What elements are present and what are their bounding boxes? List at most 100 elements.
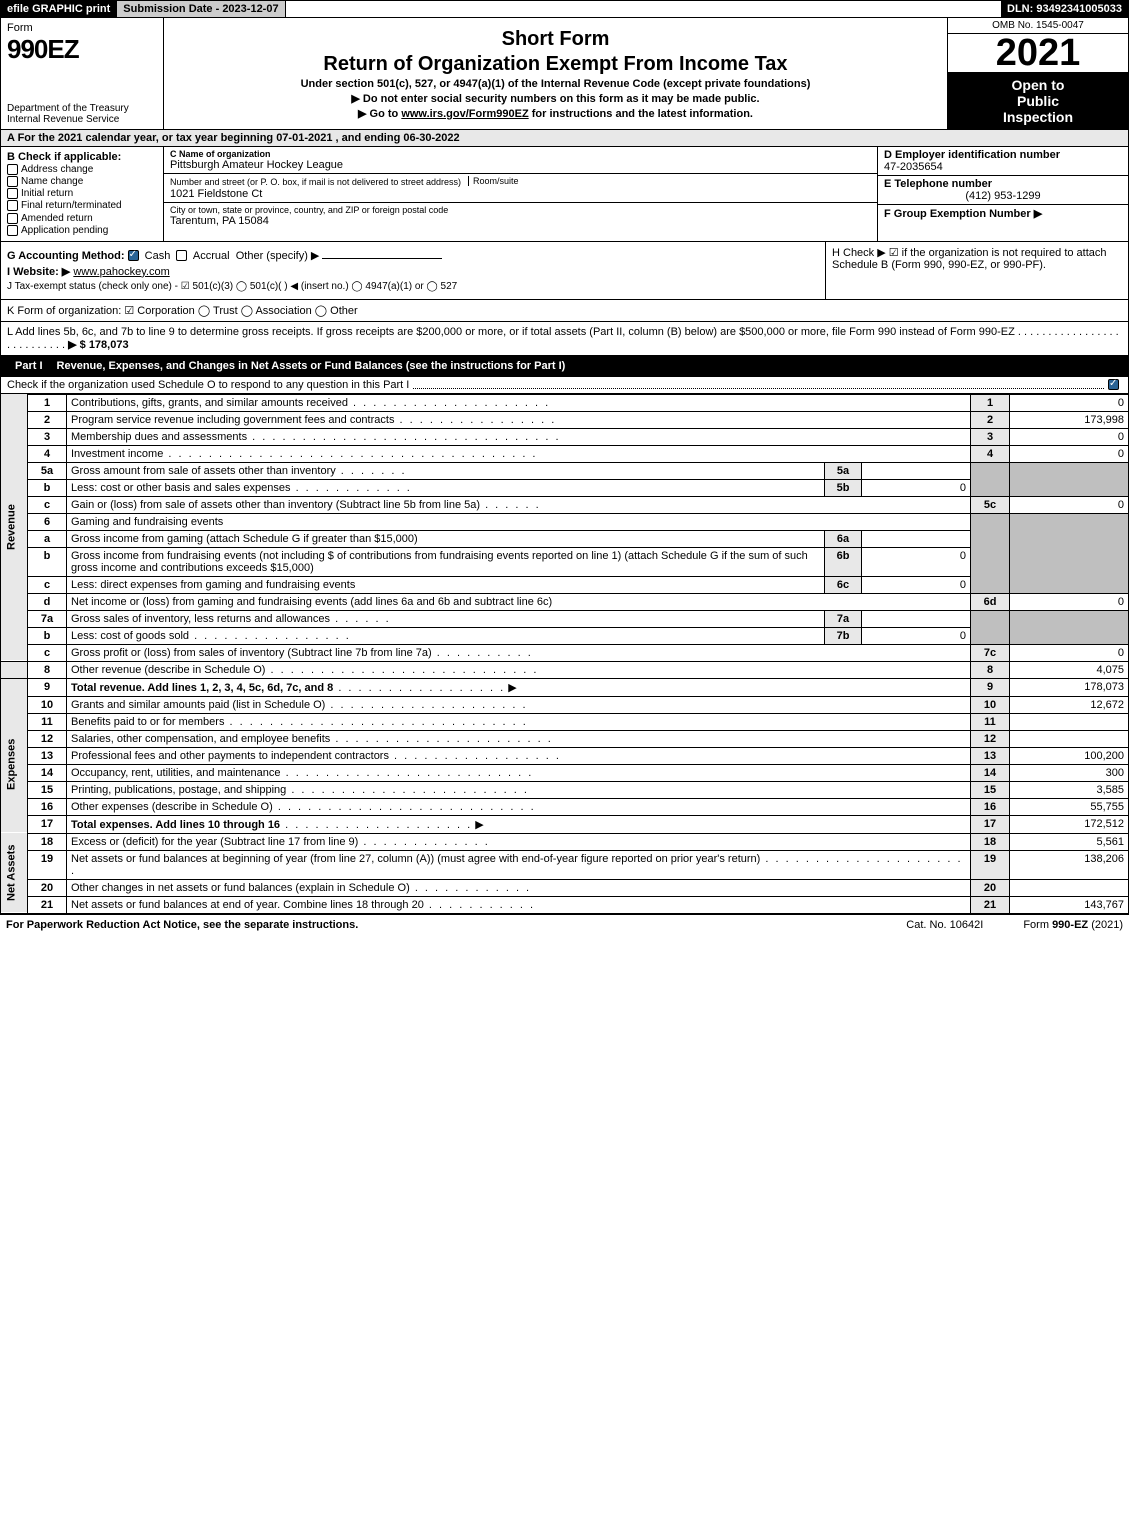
- col-no: 14: [971, 764, 1010, 781]
- line-no: d: [28, 593, 67, 610]
- col-val: 138,206: [1010, 850, 1129, 879]
- line-desc: Less: direct expenses from gaming and fu…: [67, 576, 825, 593]
- line-no: 15: [28, 781, 67, 798]
- inner-no: 6c: [825, 576, 862, 593]
- section-g: G Accounting Method: Cash Accrual Other …: [7, 249, 819, 262]
- check-accrual[interactable]: [176, 250, 187, 261]
- col-no: 16: [971, 798, 1010, 815]
- line-desc: Other changes in net assets or fund bala…: [67, 879, 971, 896]
- line-no: c: [28, 576, 67, 593]
- line-desc: Occupancy, rent, utilities, and maintena…: [67, 764, 971, 781]
- accrual-label: Accrual: [193, 250, 230, 262]
- instr2-post: for instructions and the latest informat…: [529, 108, 753, 120]
- ein-label: D Employer identification number: [884, 149, 1122, 161]
- col-no: 3: [971, 428, 1010, 445]
- instruction-1: ▶ Do not enter social security numbers o…: [351, 92, 759, 105]
- line-no: 11: [28, 713, 67, 730]
- department-label: Department of the Treasury Internal Reve…: [7, 103, 157, 125]
- col-val: [1010, 730, 1129, 747]
- section-def: D Employer identification number 47-2035…: [877, 147, 1128, 241]
- form-header: Form 990EZ Department of the Treasury In…: [0, 18, 1129, 130]
- section-a-tax-year: A For the 2021 calendar year, or tax yea…: [0, 130, 1129, 147]
- line-desc: Net assets or fund balances at beginning…: [67, 850, 971, 879]
- line-no: a: [28, 530, 67, 547]
- col-val: 0: [1010, 593, 1129, 610]
- line-no: 17: [28, 815, 67, 833]
- side-net-assets: Net Assets: [1, 833, 28, 913]
- org-name-block: C Name of organization Pittsburgh Amateu…: [164, 147, 877, 174]
- line-desc: Benefits paid to or for members . . . . …: [67, 713, 971, 730]
- city-block: City or town, state or province, country…: [164, 203, 877, 229]
- check-cash[interactable]: [128, 250, 139, 261]
- col-val: 12,672: [1010, 696, 1129, 713]
- side-blank: [1, 678, 28, 696]
- section-b-label: B Check if applicable:: [7, 151, 157, 163]
- line-desc: Less: cost or other basis and sales expe…: [67, 479, 825, 496]
- open-line1: Open to: [952, 77, 1124, 93]
- line-desc: Grants and similar amounts paid (list in…: [67, 696, 971, 713]
- cash-label: Cash: [145, 250, 171, 262]
- col-no: 8: [971, 661, 1010, 678]
- inner-no: 7b: [825, 627, 862, 644]
- check-initial-return[interactable]: Initial return: [7, 188, 157, 199]
- inner-val: 0: [862, 547, 971, 576]
- line-desc: Gross sales of inventory, less returns a…: [67, 610, 825, 627]
- inner-no: 7a: [825, 610, 862, 627]
- col-val: 0: [1010, 394, 1129, 411]
- line-no: 5a: [28, 462, 67, 479]
- line-no: 4: [28, 445, 67, 462]
- col-no: 15: [971, 781, 1010, 798]
- check-schedule-o[interactable]: [1108, 379, 1119, 390]
- col-no: 6d: [971, 593, 1010, 610]
- website-link[interactable]: www.pahockey.com: [73, 266, 169, 278]
- line-desc: Program service revenue including govern…: [67, 411, 971, 428]
- line-desc: Excess or (deficit) for the year (Subtra…: [67, 833, 971, 850]
- section-l-text: L Add lines 5b, 6c, and 7b to line 9 to …: [7, 326, 1015, 338]
- header-left: Form 990EZ Department of the Treasury In…: [1, 18, 164, 129]
- inner-val: 0: [862, 627, 971, 644]
- open-line2: Public: [952, 93, 1124, 109]
- line-no: b: [28, 547, 67, 576]
- footer-cat-no: Cat. No. 10642I: [906, 919, 983, 931]
- col-val: 0: [1010, 445, 1129, 462]
- page-footer: For Paperwork Reduction Act Notice, see …: [0, 914, 1129, 935]
- side-revenue: Revenue: [1, 394, 28, 661]
- other-specify-input[interactable]: [322, 258, 442, 259]
- col-no: 12: [971, 730, 1010, 747]
- line-desc: Salaries, other compensation, and employ…: [67, 730, 971, 747]
- line-desc: Net assets or fund balances at end of ye…: [67, 896, 971, 913]
- line-no: 20: [28, 879, 67, 896]
- col-no: 2: [971, 411, 1010, 428]
- other-label: Other (specify) ▶: [236, 250, 320, 262]
- col-no: 11: [971, 713, 1010, 730]
- inner-no: 5b: [825, 479, 862, 496]
- check-final-return[interactable]: Final return/terminated: [7, 200, 157, 211]
- efile-label[interactable]: efile GRAPHIC print: [1, 1, 116, 17]
- group-exemption-block: F Group Exemption Number ▶: [878, 205, 1128, 241]
- check-address-change[interactable]: Address change: [7, 164, 157, 175]
- line-no: 1: [28, 394, 67, 411]
- check-application-pending[interactable]: Application pending: [7, 225, 157, 236]
- irs-link[interactable]: www.irs.gov/Form990EZ: [401, 108, 528, 120]
- col-val: 55,755: [1010, 798, 1129, 815]
- footer-right: Form 990-EZ (2021): [1023, 919, 1123, 931]
- shaded-cell: [971, 462, 1010, 496]
- inner-val: [862, 462, 971, 479]
- inner-val: [862, 610, 971, 627]
- section-k: K Form of organization: ☑ Corporation ◯ …: [0, 300, 1129, 322]
- col-no: 1: [971, 394, 1010, 411]
- line-desc: Professional fees and other payments to …: [67, 747, 971, 764]
- inner-val: [862, 530, 971, 547]
- side-blank: [1, 661, 28, 678]
- line-desc: Gain or (loss) from sale of assets other…: [67, 496, 971, 513]
- col-no: 5c: [971, 496, 1010, 513]
- line-no: 9: [28, 678, 67, 696]
- submission-date: Submission Date - 2023-12-07: [116, 1, 285, 17]
- check-amended-return[interactable]: Amended return: [7, 213, 157, 224]
- check-name-change[interactable]: Name change: [7, 176, 157, 187]
- title-short-form: Short Form: [502, 28, 610, 51]
- line-no: 8: [28, 661, 67, 678]
- inner-val: 0: [862, 576, 971, 593]
- inner-no: 6b: [825, 547, 862, 576]
- city-label: City or town, state or province, country…: [170, 205, 871, 215]
